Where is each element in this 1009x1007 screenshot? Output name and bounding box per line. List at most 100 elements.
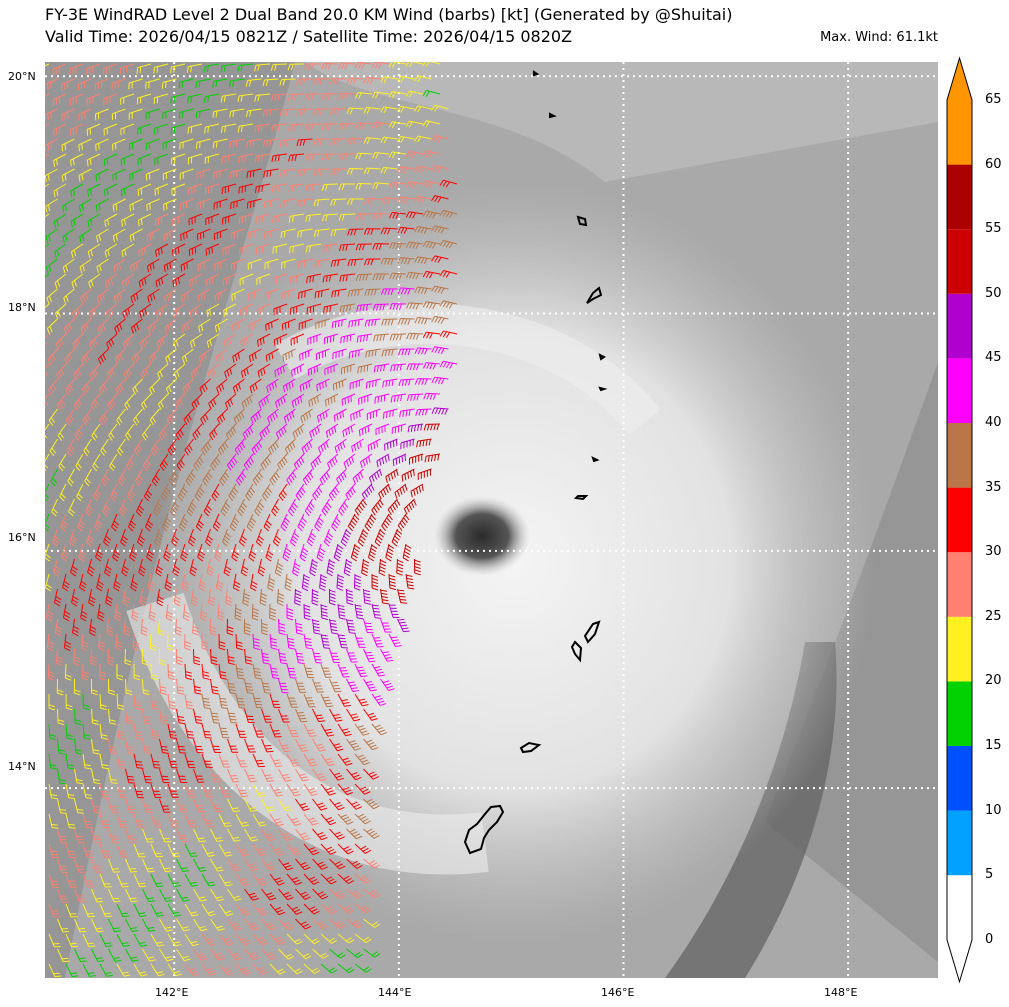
barb-feather (374, 614, 381, 616)
barb-feather (345, 244, 348, 251)
barb-feather (237, 352, 241, 360)
barb-feather (397, 226, 402, 234)
barb-feather (412, 242, 416, 249)
wind-barb (279, 108, 296, 117)
barb-staff (426, 90, 441, 95)
barb-feather (333, 260, 337, 267)
barb-feather (325, 245, 328, 252)
barb-feather (316, 365, 319, 373)
barb-feather (102, 323, 106, 330)
barb-feather (373, 610, 380, 613)
wind-barb (191, 393, 203, 410)
barb-feather (151, 416, 157, 423)
barb-feather (357, 289, 360, 296)
wind-barb (299, 348, 313, 361)
barb-feather (282, 366, 285, 373)
wind-barb (240, 333, 254, 348)
wind-barb (422, 180, 441, 188)
barb-staff (116, 408, 126, 421)
barb-feather (53, 190, 56, 198)
wind-barb (279, 78, 296, 86)
wind-barb (203, 93, 220, 104)
barb-staff (79, 228, 92, 237)
barb-feather (271, 125, 274, 132)
barb-feather (407, 288, 411, 295)
barb-feather (174, 248, 177, 256)
barb-feather (388, 91, 393, 98)
pagan-island (586, 286, 603, 304)
barb-staff (69, 63, 84, 70)
wind-barb (196, 168, 211, 180)
barb-feather (63, 328, 68, 335)
barb-feather (412, 303, 416, 310)
wind-barb (48, 378, 58, 396)
barb-feather (362, 335, 365, 342)
barb-feather (71, 282, 75, 289)
barb-feather (411, 152, 416, 159)
wind-barb (346, 137, 364, 145)
barb-feather (399, 595, 406, 598)
barb-staff (45, 273, 50, 278)
barb-feather (392, 182, 396, 189)
wind-barb (69, 63, 84, 76)
barb-feather (338, 153, 342, 160)
barb-staff (249, 378, 262, 388)
wind-barb (107, 393, 118, 411)
barb-staff (411, 62, 424, 65)
barb-feather (75, 402, 80, 408)
barb-feather (165, 357, 169, 364)
barb-staff (307, 363, 322, 371)
wind-barb (305, 183, 322, 192)
barb-feather (56, 404, 62, 411)
barb-staff (224, 363, 237, 373)
barb-staff (137, 63, 152, 69)
barb-feather (321, 63, 325, 70)
barb-feather (324, 93, 328, 100)
barb-feather (95, 175, 98, 182)
barb-feather (246, 202, 249, 209)
barb-feather (392, 459, 395, 467)
barb-staff (417, 347, 432, 350)
barb-feather (164, 296, 167, 303)
barb-feather (391, 379, 394, 387)
barb-feather (288, 352, 290, 359)
barb-feather (106, 373, 111, 380)
wind-barb (439, 270, 458, 278)
barb-staff (163, 258, 177, 267)
barb-feather (373, 366, 376, 373)
wind-barb (371, 91, 390, 99)
barb-feather (420, 317, 425, 325)
barb-staff (267, 408, 279, 419)
wind-barb (149, 408, 160, 426)
barb-feather (231, 325, 234, 332)
barb-staff (89, 333, 101, 344)
barb-feather (277, 185, 280, 192)
barb-staff (149, 408, 160, 420)
barb-staff (240, 333, 254, 342)
wind-barb (329, 77, 347, 85)
wind-barb (307, 333, 322, 345)
barb-feather (423, 288, 428, 295)
wind-barb (371, 121, 390, 129)
barb-feather (155, 311, 159, 319)
wind-barb (316, 378, 330, 392)
wind-barb (388, 151, 407, 159)
wind-barb (54, 243, 67, 259)
barb-feather (431, 225, 436, 232)
barb-staff (281, 258, 296, 263)
barb-feather (371, 319, 374, 327)
barb-staff (392, 242, 407, 245)
barb-feather (407, 348, 411, 356)
barb-feather (86, 159, 89, 167)
barb-feather (356, 305, 359, 312)
barb-feather (367, 289, 371, 296)
barb-feather (424, 318, 428, 325)
wind-barb (145, 108, 160, 120)
barb-feather (422, 90, 427, 97)
barb-feather (294, 94, 297, 101)
barb-feather (218, 385, 222, 392)
barb-feather (153, 353, 157, 360)
wind-barb (223, 303, 237, 317)
wind-barb (405, 150, 424, 159)
barb-feather (415, 303, 420, 310)
